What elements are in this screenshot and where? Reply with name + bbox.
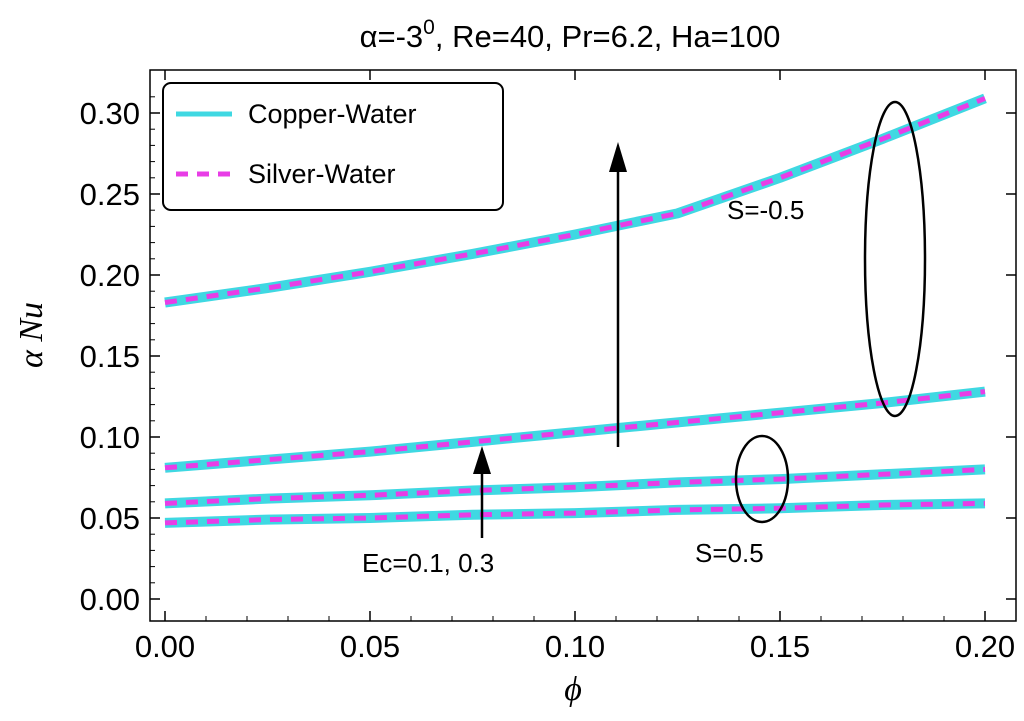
x-tick-label: 0.00 — [135, 629, 195, 664]
axis-tick-labels: 0.00 0.05 0.10 0.15 0.20 0.00 0.05 0.10 0.15 0.20… — [80, 96, 1016, 664]
y-tick-label: 0.30 — [80, 96, 140, 131]
ec-annotation: Ec=0.1, 0.3 — [362, 548, 494, 578]
axis-ticks — [150, 70, 1016, 621]
legend: Copper-Water Silver-Water — [162, 82, 504, 211]
x-tick-label: 0.10 — [545, 629, 605, 664]
x-tick-label: 0.05 — [340, 629, 400, 664]
y-tick-label: 0.10 — [80, 420, 140, 455]
x-axis-label: ϕ — [564, 671, 582, 708]
arrow-short-head — [473, 446, 491, 474]
y-tick-label: 0.15 — [80, 339, 140, 374]
legend-label-copper-water: Copper-Water — [248, 99, 417, 129]
s-pos-annotation: S=0.5 — [695, 538, 764, 568]
plot-frame — [149, 69, 1017, 622]
annotations: Ec=0.1, 0.3 S=-0.5 S=0.5 — [362, 100, 927, 578]
x-tick-label: 0.15 — [750, 629, 810, 664]
chart-title: α=-30, Re=40, Pr=6.2, Ha=100 — [360, 16, 781, 54]
curve-silver-water-3 — [164, 500, 986, 526]
y-tick-label: 0.25 — [80, 177, 140, 212]
s-neg-annotation: S=-0.5 — [727, 195, 804, 225]
s-pos-ellipse — [734, 434, 790, 524]
curve-silver-water-2 — [164, 466, 986, 506]
arrow-long-head — [609, 142, 627, 172]
curve-silver-water-1 — [164, 389, 986, 471]
legend-label-silver-water: Silver-Water — [248, 159, 396, 189]
curve-silver-water-0 — [164, 96, 986, 305]
x-tick-label: 0.20 — [955, 629, 1015, 664]
y-axis-label: α Nu — [13, 302, 50, 368]
y-tick-label: 0.00 — [80, 582, 140, 617]
data-series — [164, 93, 987, 528]
y-tick-label: 0.20 — [80, 258, 140, 293]
y-tick-label: 0.05 — [80, 501, 140, 536]
s-neg-ellipse — [863, 100, 927, 418]
legend-box — [162, 82, 504, 211]
